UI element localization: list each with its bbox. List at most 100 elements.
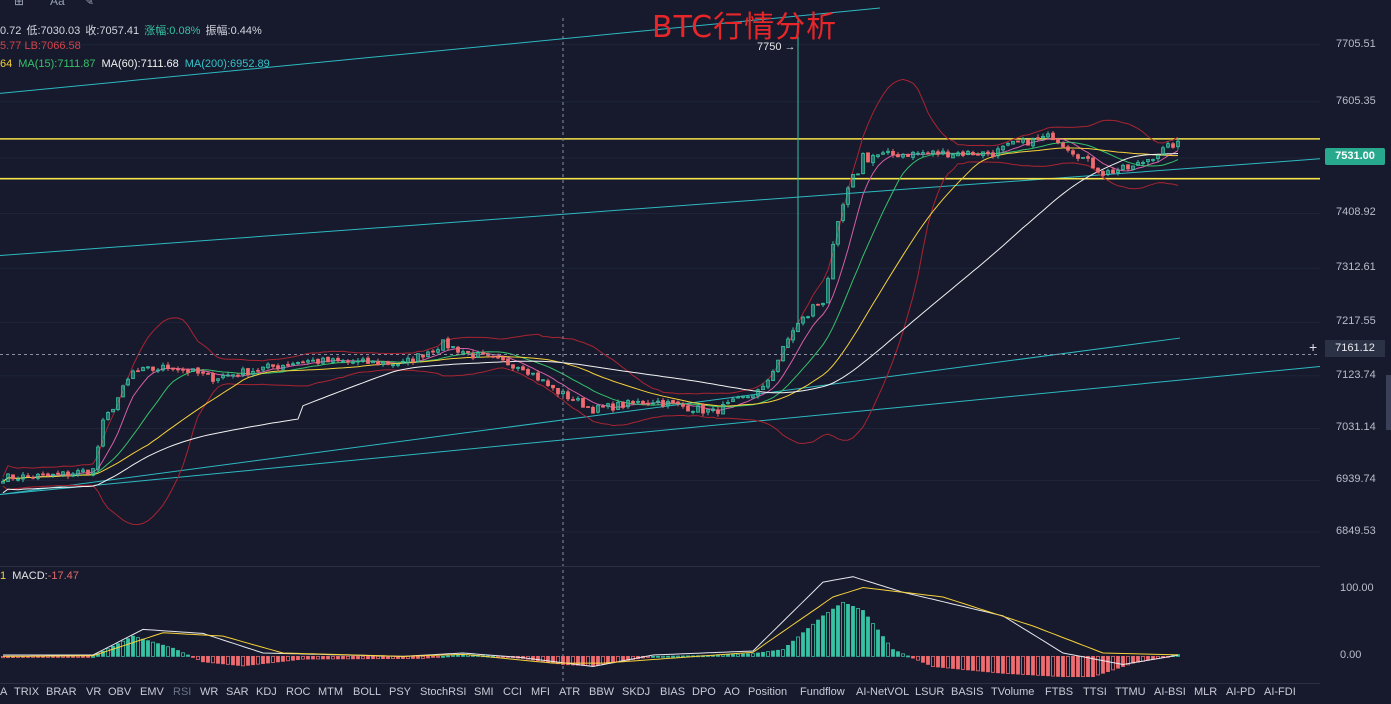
candle-body <box>51 473 55 477</box>
candle-body <box>1131 165 1135 170</box>
axis-scroll-handle[interactable] <box>1386 375 1391 430</box>
candle-body <box>381 362 385 365</box>
candle-body <box>686 405 690 412</box>
indicator-tab[interactable]: TTMU <box>1115 686 1146 698</box>
candle-body <box>391 364 395 367</box>
candle-body <box>1 481 5 484</box>
macd-histogram-bar <box>666 655 670 658</box>
indicator-tab[interactable]: TVolume <box>991 686 1035 698</box>
candle-body <box>671 400 675 404</box>
indicator-tab[interactable]: MLR <box>1194 686 1218 698</box>
macd-histogram-bar <box>661 655 665 658</box>
indicator-tab[interactable]: BRAR <box>46 686 77 698</box>
indicator-tab[interactable]: DPO <box>692 686 716 698</box>
indicator-tab[interactable]: ROC <box>286 686 311 698</box>
macd-histogram-bar <box>796 636 800 657</box>
candle-body <box>341 360 345 363</box>
crosshair-tool-icon[interactable]: ⊞ <box>14 0 25 8</box>
pane-divider[interactable] <box>0 566 1320 567</box>
candle-body <box>1091 157 1095 169</box>
indicator-tab[interactable]: BOLL <box>353 686 382 698</box>
candle-body <box>386 361 390 365</box>
macd-histogram-bar <box>426 655 430 659</box>
indicator-tab[interactable]: KDJ <box>256 686 277 698</box>
indicator-tab[interactable]: BBW <box>589 686 615 698</box>
indicator-tab[interactable]: AI-BSI <box>1154 686 1186 698</box>
macd-histogram-bar <box>311 655 315 660</box>
candle-body <box>501 356 505 361</box>
candle-body <box>541 379 545 382</box>
macd-histogram-bar <box>971 655 975 671</box>
indicator-tab[interactable]: RSI <box>173 686 192 698</box>
indicator-tab[interactable]: BASIS <box>951 686 984 698</box>
candle-body <box>901 154 905 158</box>
indicator-tab[interactable]: SAR <box>226 686 249 698</box>
candle-body <box>161 364 165 371</box>
candle-body <box>1116 170 1120 173</box>
macd-histogram-bar <box>861 610 865 657</box>
candle-body <box>1036 137 1040 140</box>
candle-body <box>886 150 890 153</box>
indicator-tab[interactable]: BIAS <box>660 686 686 698</box>
candle-body <box>281 364 285 370</box>
indicator-tab[interactable]: ATR <box>559 686 581 698</box>
indicator-tab[interactable]: CCI <box>503 686 522 698</box>
candle-body <box>616 402 620 410</box>
indicator-tab[interactable]: EMV <box>140 686 164 698</box>
text-tool-icon[interactable]: Aa <box>50 0 65 8</box>
candle-body <box>741 395 745 398</box>
indicator-tab[interactable]: MFI <box>531 686 550 698</box>
indicator-tab[interactable]: AI-PD <box>1226 686 1256 698</box>
macd-histogram-bar <box>381 655 385 660</box>
candle-body <box>836 221 840 245</box>
candle-body <box>526 369 530 375</box>
macd-histogram-bar <box>981 655 985 672</box>
indicator-tab[interactable]: MTM <box>318 686 344 698</box>
candle-body <box>986 151 990 155</box>
price-chart[interactable] <box>0 0 1320 704</box>
macd-histogram-bar <box>1026 655 1030 676</box>
candle-body <box>311 359 315 362</box>
indicator-tab[interactable]: StochRSI <box>420 686 467 698</box>
candle-body <box>1096 167 1100 173</box>
crosshair-plus-icon[interactable]: + <box>1309 339 1318 355</box>
macd-histogram-bar <box>571 655 575 666</box>
macd-histogram-bar <box>1056 655 1060 677</box>
indicator-tab[interactable]: SMI <box>474 686 494 698</box>
indicator-tab[interactable]: TTSI <box>1083 686 1107 698</box>
ma-field: 64 <box>0 58 13 70</box>
macd-histogram-bar <box>941 655 945 668</box>
indicator-tab[interactable]: LSUR <box>915 686 945 698</box>
price-tick-label: 7123.74 <box>1336 368 1376 381</box>
indicator-tab[interactable]: WR <box>200 686 219 698</box>
macd-histogram-bar <box>151 641 155 657</box>
indicator-tab[interactable]: SKDJ <box>622 686 651 698</box>
indicator-tab[interactable]: TRIX <box>14 686 40 698</box>
candle-body <box>516 366 520 369</box>
indicator-tab[interactable]: OBV <box>108 686 132 698</box>
ohlc-field: 收:7057.41 <box>85 25 143 37</box>
ma-readout: 64 MA(15):7111.87 MA(60):7111.68 MA(200):69… <box>0 58 276 70</box>
macd-histogram-bar <box>176 650 180 657</box>
macd-histogram-bar <box>386 655 390 659</box>
macd-histogram-bar <box>331 655 335 660</box>
candle-body <box>941 150 945 155</box>
macd-histogram-bar <box>866 616 870 657</box>
indicator-tab[interactable]: A <box>0 686 8 698</box>
candle-body <box>1166 143 1170 148</box>
candle-body <box>746 396 750 399</box>
indicator-tab[interactable]: Fundflow <box>800 686 845 698</box>
indicator-tab[interactable]: PSY <box>389 686 412 698</box>
indicator-tab[interactable]: AI-NetVOL <box>856 686 910 698</box>
draw-tool-icon[interactable]: ✎ <box>84 0 95 8</box>
macd-histogram-bar <box>771 650 775 657</box>
indicator-tab[interactable]: VR <box>86 686 102 698</box>
indicator-tab[interactable]: Position <box>748 686 788 698</box>
candle-body <box>71 473 75 477</box>
candle-body <box>1026 139 1030 146</box>
candle-body <box>581 397 585 408</box>
price-tick-label: 7705.51 <box>1336 37 1376 50</box>
indicator-tab[interactable]: AI-FDI <box>1264 686 1296 698</box>
indicator-tab[interactable]: FTBS <box>1045 686 1074 698</box>
indicator-tab[interactable]: AO <box>724 686 740 698</box>
